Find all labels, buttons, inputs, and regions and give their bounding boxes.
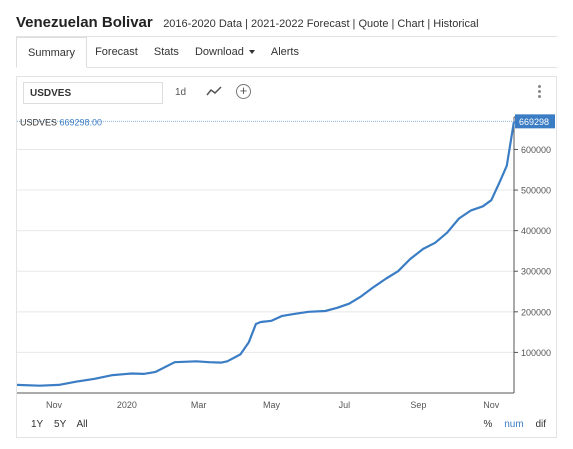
- tab-label: Summary: [28, 46, 76, 59]
- y-tick-label: 600000: [521, 145, 551, 155]
- mode-buttons: % num dif: [475, 419, 546, 430]
- x-tick-label: Nov: [46, 400, 63, 410]
- tab-summary[interactable]: Summary: [16, 37, 88, 68]
- chart-panel: 1d + 100000 200000 300000 400000 500000 60000…: [16, 76, 557, 438]
- x-tick-label: May: [263, 400, 281, 410]
- tab-stats[interactable]: Stats: [146, 37, 187, 67]
- mode-dif-button[interactable]: dif: [535, 419, 546, 430]
- symbol-input[interactable]: [23, 82, 163, 104]
- last-value-tag: [515, 114, 555, 129]
- range-buttons: 1Y 5Y All: [31, 419, 96, 430]
- tab-bar: Summary Forecast Stats Download Alerts: [16, 36, 557, 68]
- vertical-dots-menu-icon[interactable]: [538, 85, 542, 101]
- y-tick-label: 200000: [521, 307, 551, 317]
- series-line-usdves: [17, 121, 516, 387]
- legend-entry: USDVES 669298.00: [20, 117, 102, 127]
- x-tick-label: Jul: [339, 400, 351, 410]
- mode-percent-button[interactable]: %: [483, 419, 493, 430]
- mode-num-button[interactable]: num: [504, 419, 524, 430]
- tab-download[interactable]: Download: [187, 37, 263, 67]
- range-5y-button[interactable]: 5Y: [54, 419, 67, 430]
- x-tick-label: Sep: [410, 400, 426, 410]
- add-circle-icon[interactable]: +: [236, 84, 251, 99]
- y-tick-label: 400000: [521, 226, 551, 236]
- last-value-tag-label: 669298: [519, 117, 549, 127]
- interval-button[interactable]: 1d: [175, 87, 187, 98]
- y-tick-label: 100000: [521, 348, 551, 358]
- header-sublinks[interactable]: 2016-2020 Data | 2021-2022 Forecast | Qu…: [163, 18, 479, 30]
- chart-canvas[interactable]: 100000 200000 300000 400000 500000 600000 Nov 2…: [17, 107, 556, 413]
- tab-label: Forecast: [95, 46, 138, 58]
- page-header: Venezuelan Bolivar 2016-2020 Data | 2021…: [16, 14, 557, 32]
- page-title: Venezuelan Bolivar: [16, 14, 153, 31]
- line-chart-icon[interactable]: [206, 85, 222, 97]
- tab-label: Alerts: [270, 46, 299, 58]
- tab-label: Download: [194, 46, 244, 58]
- tab-label: Stats: [153, 46, 179, 58]
- chart-toolbar: 1d +: [17, 77, 556, 107]
- tab-alerts[interactable]: Alerts: [263, 37, 307, 67]
- x-tick-label: 2020: [117, 400, 137, 410]
- y-tick-label: 300000: [521, 267, 551, 277]
- range-1y-button[interactable]: 1Y: [31, 419, 44, 430]
- caret-down-icon: [248, 50, 255, 54]
- range-all-button[interactable]: All: [76, 419, 88, 430]
- y-tick-label: 500000: [521, 186, 551, 196]
- x-tick-label: Nov: [483, 400, 500, 410]
- x-tick-label: Mar: [191, 400, 207, 410]
- tab-forecast[interactable]: Forecast: [87, 37, 146, 67]
